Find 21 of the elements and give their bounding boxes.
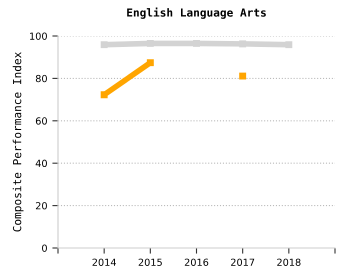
x-tick-label: 2017 — [231, 258, 254, 266]
y-tick-label: 40 — [36, 160, 47, 168]
y-tick-label: 60 — [36, 117, 47, 125]
point — [146, 40, 154, 47]
point — [285, 41, 292, 48]
x-tick-label: 2015 — [138, 258, 162, 266]
x-tick-label: 2014 — [92, 258, 116, 266]
x-tick-label: 2016 — [184, 258, 208, 266]
point — [146, 59, 154, 66]
chart-title: English Language Arts — [127, 8, 266, 19]
point — [239, 40, 246, 48]
x-tick-label: 2018 — [277, 258, 301, 266]
y-axis-title: Composite Performance Index — [12, 52, 24, 232]
y-tick-label: 0 — [42, 244, 47, 252]
point — [239, 72, 246, 80]
y-tick-label: 20 — [36, 202, 47, 210]
y-tick-label: 100 — [30, 32, 47, 40]
point — [100, 41, 108, 48]
point — [100, 91, 108, 98]
point — [193, 40, 200, 47]
y-tick-label: 80 — [36, 74, 47, 82]
